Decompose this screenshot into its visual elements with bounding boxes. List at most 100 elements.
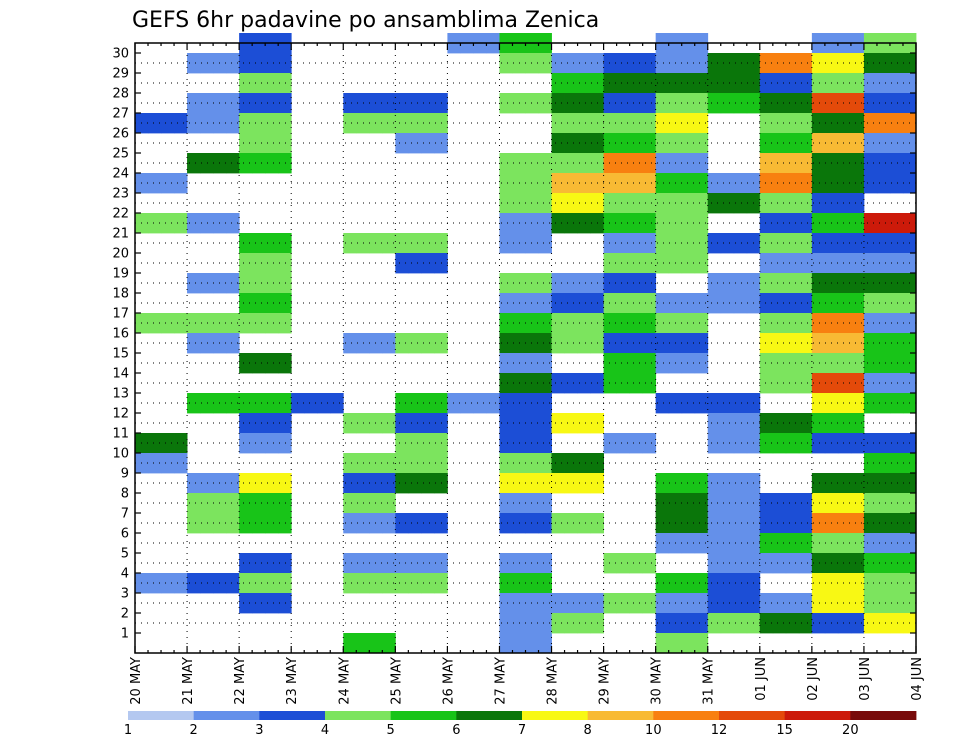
heatmap-cell [538,493,552,514]
heatmap-cell [421,233,435,254]
heatmap-cell [837,613,852,634]
heatmap-cell [876,353,891,374]
heatmap-cell [889,233,904,254]
heatmap-cell [499,93,513,114]
heatmap-cell [226,333,240,354]
legend-swatch [653,711,720,720]
heatmap-cell [837,553,852,574]
heatmap-cell [239,73,253,94]
heatmap-cell [655,393,670,414]
legend-swatch [128,711,195,720]
heatmap-cell [551,193,565,214]
heatmap-cell [239,413,253,434]
heatmap-cell [785,213,800,234]
heatmap-cell [577,273,591,294]
heatmap-cell [564,113,578,134]
y-tick-label: 17 [112,307,129,322]
heatmap-cell [382,453,396,474]
y-axis: 1234567891011121314151617181920212223242… [112,47,916,642]
heatmap-cell [265,253,279,274]
heatmap-cell [642,173,657,194]
heatmap-cell [395,553,409,574]
heatmap-cell [499,513,513,534]
heatmap-cell [889,253,904,274]
heatmap-cell [811,293,826,314]
heatmap-cell [382,333,396,354]
heatmap-cell [850,73,865,94]
heatmap-cell [863,233,878,254]
heatmap-cell [772,273,787,294]
heatmap-cell [850,333,865,354]
heatmap-cell [850,613,865,634]
heatmap-cell [551,153,565,174]
heatmap-cell [889,273,904,294]
x-axis: 20 MAY 21 MAY 22 MAY 23 MAY 24 MAY 25 MAY 26 M… [129,43,925,705]
y-tick-label: 30 [112,47,129,62]
heatmap-cell [369,513,383,534]
heatmap-cell [772,413,787,434]
heatmap-cell [382,493,396,514]
heatmap-cell [694,333,709,354]
heatmap-cell [811,353,826,374]
heatmap-cell [174,113,188,134]
heatmap-cell [525,153,539,174]
heatmap-cell [681,213,696,234]
heatmap-cell [772,313,787,334]
heatmap-cell [356,453,370,474]
heatmap-cell [811,553,826,574]
heatmap-cell [369,633,383,654]
heatmap-cell [798,233,813,254]
heatmap-cell [733,513,748,534]
heatmap-cell [278,293,292,314]
heatmap-cell [603,333,618,354]
heatmap-cell [603,293,618,314]
heatmap-cell [499,453,513,474]
heatmap-cell [616,333,631,354]
heatmap-cell [863,133,878,154]
heatmap-cell [278,433,292,454]
heatmap-cell [863,393,878,414]
heatmap-cell [499,593,513,614]
heatmap-cell [226,473,240,494]
heatmap-cell [564,473,578,494]
heatmap-cell [811,333,826,354]
heatmap-cell [694,293,709,314]
heatmap-cell [655,493,670,514]
heatmap-cell [239,353,253,374]
heatmap-cell [850,493,865,514]
heatmap-cell [369,493,383,514]
heatmap-cell [850,173,865,194]
heatmap-cell [785,53,800,74]
heatmap-cell [265,53,279,74]
heatmap-cell [239,513,253,534]
heatmap-cell [564,453,578,474]
heatmap-cell [798,593,813,614]
heatmap-cell [811,153,826,174]
heatmap-cell [265,413,279,434]
heatmap-cell [655,573,670,594]
heatmap-cell [655,293,670,314]
heatmap-cell [525,373,539,394]
heatmap-cell [876,453,891,474]
heatmap-cell [278,253,292,274]
y-tick-label: 15 [112,347,129,362]
legend-label: 1 [124,723,132,738]
heatmap-cell [759,73,774,94]
heatmap-cell [616,173,631,194]
heatmap-cell [629,93,644,114]
heatmap-cell [538,413,552,434]
y-tick-label: 28 [112,87,129,102]
heatmap-cell [174,213,188,234]
heatmap-cell [200,93,214,114]
heatmap-cell [161,313,175,334]
heatmap-cells [135,33,917,654]
heatmap-cell [837,333,852,354]
heatmap-cell [187,313,201,334]
heatmap-cell [577,613,591,634]
heatmap-cell [629,353,644,374]
heatmap-cell [811,133,826,154]
heatmap-cell [226,213,240,234]
heatmap-cell [616,293,631,314]
heatmap-cell [889,313,904,334]
heatmap-cell [759,133,774,154]
